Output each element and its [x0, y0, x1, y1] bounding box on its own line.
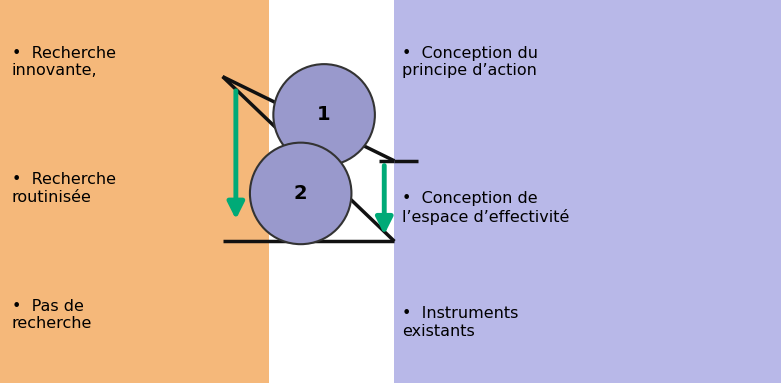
Text: •  Instruments
existants: • Instruments existants: [402, 306, 519, 339]
Text: •  Recherche
routinisée: • Recherche routinisée: [12, 172, 116, 205]
Text: •  Pas de
recherche: • Pas de recherche: [12, 299, 92, 331]
Ellipse shape: [273, 64, 375, 166]
Text: •  Conception du
principe d’action: • Conception du principe d’action: [402, 46, 538, 79]
Text: •  Conception de
l’espace d’effectivité: • Conception de l’espace d’effectivité: [402, 192, 569, 225]
Ellipse shape: [250, 142, 351, 244]
Text: •  Recherche
innovante,: • Recherche innovante,: [12, 46, 116, 79]
Bar: [394, 0, 781, 383]
Text: 1: 1: [317, 105, 331, 124]
Bar: [0, 0, 269, 383]
Text: 2: 2: [294, 184, 308, 203]
